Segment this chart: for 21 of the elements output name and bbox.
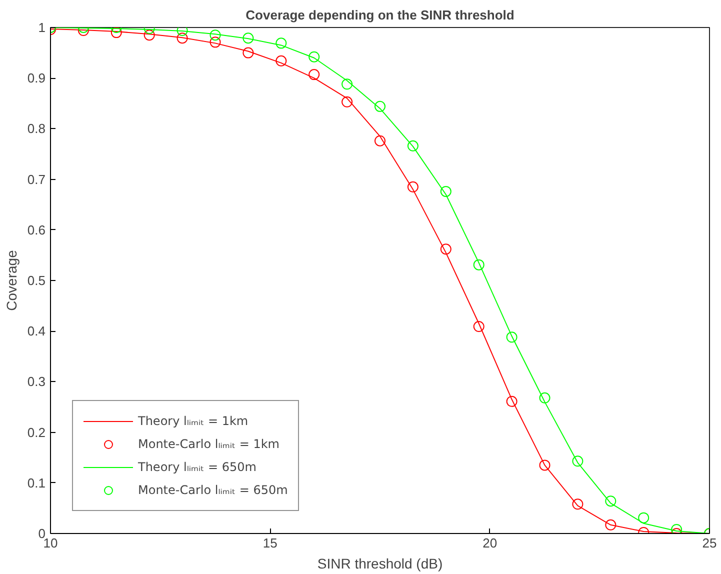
legend-label: Monte-Carlo lₗᵢₘᵢₜ = 650m: [138, 483, 288, 497]
x-tick-label: 25: [702, 536, 717, 550]
y-tick-label: 0.5: [27, 273, 46, 288]
y-axis-title: Coverage: [3, 250, 20, 311]
y-tick-label: 0.9: [27, 70, 46, 86]
y-tick-label: 0.6: [27, 222, 46, 238]
y-tick-label: 0.1: [27, 475, 46, 490]
y-tick-label: 0.3: [27, 374, 46, 390]
y-tick-label: 1: [38, 20, 46, 35]
y-tick-label: 0.8: [27, 121, 46, 136]
y-tick-label: 0.2: [27, 424, 46, 440]
y-tick-label: 0.4: [27, 324, 46, 339]
y-tick-label: 0: [38, 526, 46, 541]
y-tick-label: 0.7: [27, 172, 46, 187]
legend-label: Monte-Carlo lₗᵢₘᵢₜ = 1km: [138, 437, 280, 451]
x-axis-title: SINR threshold (dB): [317, 556, 443, 572]
x-tick-label: 15: [262, 536, 278, 550]
x-tick-label: 20: [482, 536, 498, 550]
chart-title: Coverage depending on the SINR threshold: [246, 8, 514, 22]
legend-label: Theory lₗᵢₘᵢₜ = 1km: [138, 414, 248, 428]
legend-label: Theory lₗᵢₘᵢₜ = 650m: [138, 460, 256, 474]
